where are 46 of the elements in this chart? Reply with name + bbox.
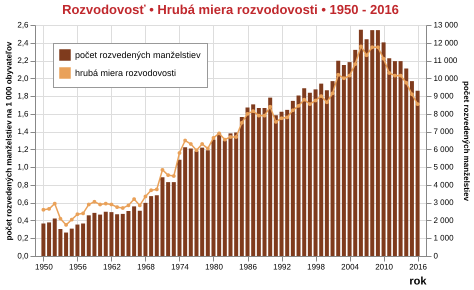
legend-label: počet rozvedených manželstiev (75, 50, 202, 60)
y2-tick-label: 2 000 (434, 216, 454, 225)
y-tick-label: 0,4 (17, 216, 30, 225)
chart-title: Rozvodovosť • Hrubá miera rozvodovosti • 1950 - 2016 (62, 2, 399, 17)
x-tick-label: 1956 (69, 262, 88, 272)
y-tick-label: 1,0 (17, 162, 30, 172)
x-tick-label: 1986 (239, 262, 258, 272)
x-tick-label: 2004 (341, 262, 360, 272)
y2-tick-label: 0 (434, 252, 438, 260)
y-tick-label: 2,4 (17, 38, 30, 48)
y-tick-label: 0,6 (17, 198, 30, 208)
y2-tick-label: 7 000 (434, 127, 454, 136)
y2-tick-label: 13 000 (434, 20, 459, 30)
y-tick-label: 0,2 (17, 234, 30, 243)
y2-tick-label: 4 000 (434, 180, 454, 190)
x-tick-label: 1980 (205, 262, 224, 272)
x-axis-title: rok (409, 276, 428, 288)
y2-tick-label: 3 000 (434, 198, 454, 208)
y2-axis-title: počet rozvedených manželstiev (462, 80, 471, 202)
y2-tick-label: 8 000 (434, 109, 454, 118)
y-axis-title: počet rozvedených manželstiev na 1 000 obyvateľov (4, 41, 14, 240)
y-tick-label: 1,6 (17, 109, 30, 118)
x-tick-label: 1974 (171, 262, 190, 272)
y-tick-label: 0,8 (17, 180, 30, 190)
y2-tick-label: 11 000 (434, 56, 458, 66)
y-tick-label: 0,0 (17, 252, 30, 260)
y2-tick-label: 6 000 (434, 144, 454, 154)
y2-tick-label: 12 000 (434, 38, 459, 48)
x-tick-label: 1992 (273, 262, 292, 272)
x-tick-label: 1968 (137, 262, 156, 272)
y2-tick-label: 9 000 (434, 92, 454, 101)
y2-tick-label: 1 000 (434, 234, 454, 243)
y2-tick-label: 10 000 (434, 74, 459, 83)
y-tick-label: 1,8 (17, 92, 30, 101)
y-tick-label: 2,6 (17, 20, 30, 30)
x-tick-label: 2016 (409, 262, 428, 272)
legend-label: hrubá miera rozvodovosti (75, 68, 176, 78)
y2-tick-label: 5 000 (434, 162, 454, 172)
y-tick-label: 1,4 (17, 127, 30, 136)
y-tick-label: 2,0 (17, 74, 30, 83)
x-tick-label: 1950 (35, 262, 54, 272)
x-tick-label: 1962 (103, 262, 122, 272)
x-tick-label: 2010 (375, 262, 394, 272)
x-tick-label: 1998 (307, 262, 326, 272)
y-tick-label: 1,2 (17, 144, 30, 154)
y-tick-label: 2,2 (17, 56, 30, 66)
